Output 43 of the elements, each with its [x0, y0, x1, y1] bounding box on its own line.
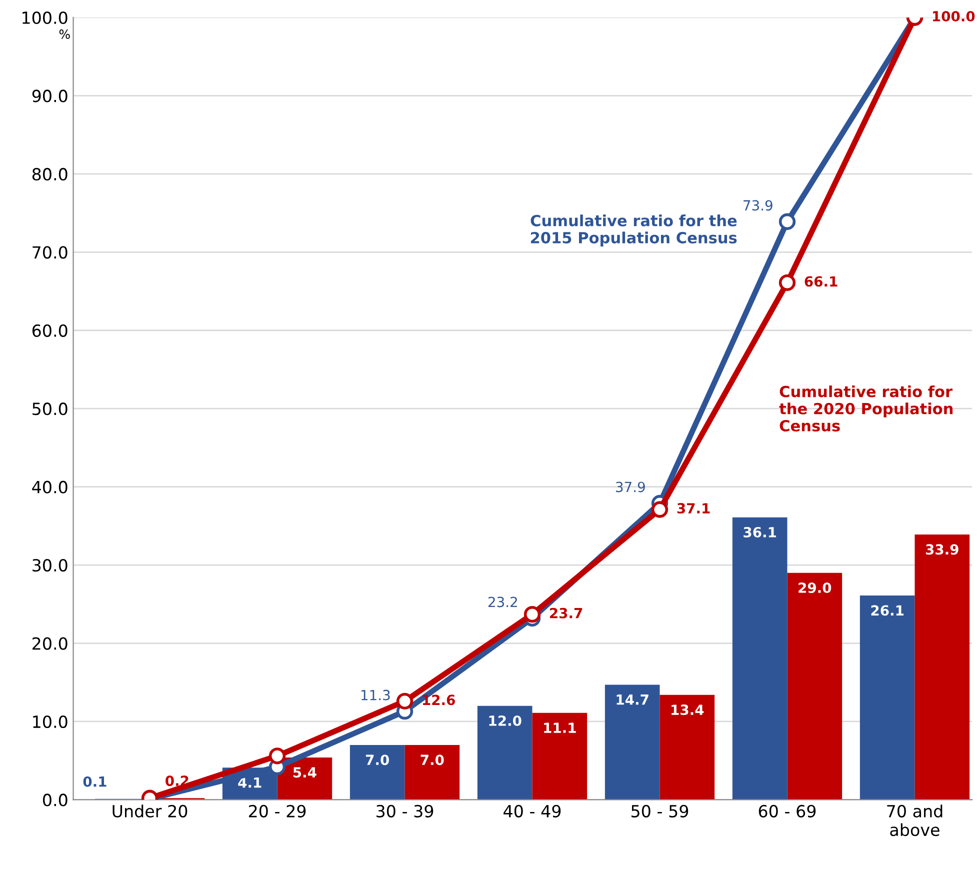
data-label: 12.0 [489, 715, 522, 726]
data-label: 12.6 [422, 694, 455, 706]
text: Cumulative ratio for the 2020 Population Census [779, 385, 953, 432]
data-label: 7.0 [420, 754, 444, 766]
x-tick-label: 70 and above [887, 804, 942, 836]
text: Cumulative ratio for the 2015 Population Census [530, 214, 737, 246]
data-label: 100.0 [932, 11, 975, 22]
data-label: 14.7 [616, 694, 648, 705]
y-tick-label: 40.0 [32, 480, 68, 494]
y-tick-label: 0.0 [43, 794, 68, 806]
x-tick-label: Under 20 [112, 804, 188, 818]
x-tick-label: 20 - 29 [248, 804, 306, 818]
data-label: 13.4 [672, 704, 704, 716]
y-tick-label: 60.0 [32, 324, 68, 337]
data-label: 0.1 [83, 776, 106, 787]
y-tick-label: 10.0 [33, 715, 68, 728]
data-label: 7.0 [366, 754, 389, 766]
y-tick-label: 20.0 [32, 637, 68, 650]
y-tick-label: 70.0 [32, 246, 68, 259]
data-label: 23.2 [488, 596, 517, 608]
data-label: 37.1 [677, 503, 710, 514]
data-label: 11.1 [544, 722, 576, 733]
x-tick-label: 30 - 39 [376, 804, 434, 818]
x-tick-label: 40 - 49 [504, 804, 561, 818]
y-tick-label: 50.0 [32, 402, 68, 416]
data-label: 33.9 [926, 544, 958, 555]
data-label: 66.1 [804, 276, 838, 287]
y-tick-label: 80.0 [32, 168, 68, 180]
data-label: 73.9 [744, 200, 772, 211]
data-label: 4.1 [238, 777, 262, 788]
data-label: 11.3 [361, 690, 390, 700]
y-tick-label: 100.0 [22, 11, 68, 24]
data-label: 37.9 [616, 482, 645, 492]
data-label: 23.7 [550, 608, 582, 618]
data-label: 36.1 [744, 526, 776, 538]
data-label: 26.1 [871, 605, 904, 616]
x-tick-label: 60 - 69 [758, 804, 816, 818]
data-label: 5.4 [293, 767, 316, 778]
y-tick-label: 90.0 [32, 90, 68, 102]
x-tick-label: 50 - 59 [632, 804, 688, 818]
y-axis-title: % [59, 29, 70, 39]
data-label: 29.0 [798, 582, 832, 593]
y-tick-label: 30.0 [32, 559, 68, 572]
